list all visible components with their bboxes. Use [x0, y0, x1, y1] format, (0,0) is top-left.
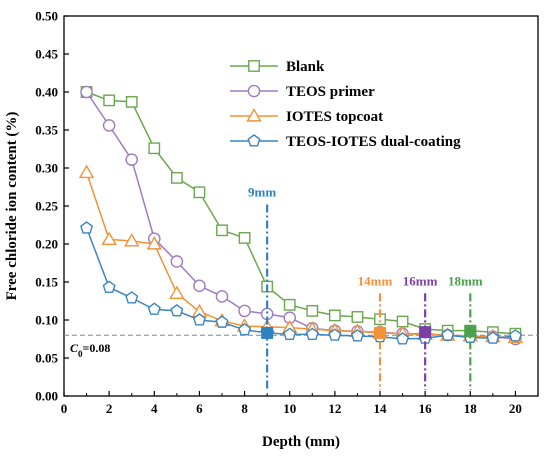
- data-point: [508, 329, 522, 342]
- data-point: [170, 171, 183, 184]
- legend-label: TEOS-IOTES dual-coating: [286, 134, 461, 150]
- data-point: [125, 153, 139, 166]
- data-point: [328, 309, 341, 322]
- y-tick-label: 0.20: [35, 237, 58, 252]
- data-point: [102, 280, 116, 293]
- y-tick-label: 0.15: [35, 275, 58, 290]
- data-point: [215, 315, 229, 328]
- data-point: [146, 236, 162, 250]
- data-point: [193, 279, 206, 293]
- annotation-marker: [419, 326, 432, 339]
- legend-label: TEOS primer: [286, 84, 375, 100]
- series-line: [86, 91, 516, 335]
- data-point: [124, 233, 140, 247]
- legend-marker: [247, 84, 261, 98]
- legend-item-2: TEOS primer: [230, 84, 375, 100]
- data-point: [306, 304, 319, 317]
- data-point: [170, 304, 184, 317]
- data-point: [147, 302, 161, 315]
- data-point: [283, 327, 297, 340]
- data-point: [305, 327, 319, 340]
- data-point: [125, 95, 138, 108]
- annotation-18mm: 18mm: [448, 273, 483, 390]
- data-point: [169, 285, 185, 299]
- x-tick-label: 8: [241, 401, 248, 416]
- legend-label: IOTES topcoat: [286, 109, 383, 125]
- legend-marker: [246, 108, 262, 122]
- series-3: [78, 164, 524, 344]
- data-point: [148, 142, 161, 155]
- data-point: [238, 323, 252, 336]
- data-point: [351, 311, 364, 323]
- legend-marker: [248, 60, 260, 72]
- annotation-marker: [374, 326, 386, 339]
- data-point: [215, 290, 229, 303]
- x-tick-label: 14: [374, 401, 388, 416]
- x-tick-label: 10: [283, 401, 296, 416]
- x-tick-label: 18: [464, 401, 478, 416]
- data-point: [125, 291, 139, 304]
- x-axis-title: Depth (mm): [262, 434, 340, 450]
- annotation-9mm: 9mm: [248, 184, 276, 390]
- series-group: [78, 85, 524, 346]
- legend-item-1: Blank: [230, 59, 325, 75]
- annotation-group: 9mm 14mm 16mm 18mm: [248, 184, 483, 390]
- data-point: [216, 224, 228, 237]
- data-point: [283, 298, 296, 311]
- data-point: [350, 329, 364, 342]
- data-point: [170, 255, 184, 268]
- series-line: [85, 91, 516, 340]
- data-point: [78, 164, 95, 179]
- data-point: [396, 332, 410, 345]
- annotation-label: 18mm: [448, 273, 483, 288]
- y-tick-label: 0.00: [35, 389, 58, 404]
- x-tick-label: 16: [419, 401, 433, 416]
- annotation-16mm: 16mm: [403, 273, 438, 390]
- annotation-marker: [464, 325, 477, 338]
- data-point: [101, 231, 117, 246]
- data-point: [193, 186, 206, 199]
- annotation-marker: [261, 326, 274, 339]
- y-axis-title: Free chloride ion content (%): [4, 112, 20, 301]
- x-tick-label: 2: [106, 401, 113, 416]
- annotation-label: 9mm: [248, 184, 276, 199]
- data-point: [80, 221, 94, 234]
- legend-marker: [247, 134, 261, 147]
- y-tick-label: 0.10: [35, 313, 58, 328]
- legend: Blank TEOS primer IOTES topcoat TEOS-IOTES …: [230, 59, 461, 150]
- annotation-14mm: 14mm: [358, 273, 393, 390]
- data-point: [80, 85, 93, 99]
- x-tick-label: 4: [151, 401, 158, 416]
- legend-label: Blank: [286, 59, 325, 75]
- x-tick-label: 0: [61, 401, 68, 416]
- x-tick-label: 20: [509, 401, 522, 416]
- axes-group: 0 2 4 6 8 10 12 14 16 18 20 0.00 0.05 0.10 0.15 0.20 0.2…: [35, 9, 522, 417]
- y-tick-label: 0.40: [35, 85, 58, 100]
- legend-item-4: TEOS-IOTES dual-coating: [230, 134, 461, 150]
- data-point: [238, 232, 251, 244]
- data-point: [103, 94, 116, 107]
- data-point: [102, 119, 116, 132]
- y-tick-label: 0.50: [35, 9, 58, 24]
- reference-line-label: C0=0.08: [70, 341, 110, 359]
- data-point: [328, 328, 342, 341]
- y-tick-label: 0.05: [35, 351, 58, 366]
- annotation-label: 16mm: [403, 273, 438, 288]
- y-tick-label: 0.25: [35, 199, 58, 214]
- y-tick-label: 0.30: [35, 161, 58, 176]
- annotation-label: 14mm: [358, 273, 393, 288]
- legend-item-3: IOTES topcoat: [230, 108, 383, 125]
- data-point: [441, 328, 455, 341]
- x-tick-label: 6: [196, 401, 203, 416]
- data-point: [192, 313, 206, 326]
- data-point: [486, 331, 500, 344]
- y-tick-label: 0.45: [35, 47, 58, 62]
- data-point: [238, 304, 251, 318]
- x-tick-label: 12: [328, 401, 341, 416]
- y-tick-label: 0.35: [35, 123, 58, 138]
- data-point: [396, 315, 409, 328]
